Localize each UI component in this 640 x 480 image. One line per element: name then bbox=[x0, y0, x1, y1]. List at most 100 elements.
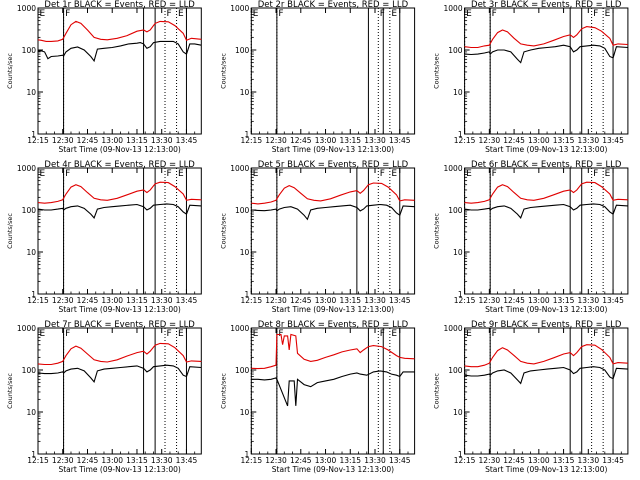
x-tick-label: 13:45 bbox=[602, 296, 624, 305]
marker-label-e: E bbox=[178, 329, 184, 339]
marker-label-e: E bbox=[178, 169, 184, 179]
x-tick-label: 13:00 bbox=[315, 296, 337, 305]
y-tick-label: 100 bbox=[22, 206, 37, 215]
x-tick-label: 13:00 bbox=[528, 296, 550, 305]
y-tick-label: 10 bbox=[453, 248, 463, 257]
y-tick-label: 10 bbox=[240, 408, 250, 417]
x-tick-label: 12:15 bbox=[27, 456, 49, 465]
series-events-line bbox=[251, 203, 415, 221]
y-tick-label: 1000 bbox=[444, 164, 463, 173]
y-tick-label: 1000 bbox=[230, 324, 249, 333]
x-tick-label: 13:30 bbox=[577, 136, 599, 145]
marker-label-f: F bbox=[593, 9, 598, 19]
panel-det-5r: Det 5r BLACK = Events, RED = LLD 1 10 100 10… bbox=[219, 160, 416, 314]
y-tick-label: 1 bbox=[458, 450, 463, 459]
x-tick-label: 13:30 bbox=[151, 136, 173, 145]
y-axis-label: Counts/sec bbox=[433, 213, 441, 249]
panel-title: Det 2r BLACK = Events, RED = LLD bbox=[258, 0, 409, 10]
x-tick-label: 13:15 bbox=[339, 296, 361, 305]
y-tick-label: 100 bbox=[448, 206, 463, 215]
x-tick-label: 12:45 bbox=[290, 296, 312, 305]
y-tick-label: 1 bbox=[245, 130, 250, 139]
x-tick-label: 12:30 bbox=[52, 296, 74, 305]
panel-title: Det 1r BLACK = Events, RED = LLD bbox=[44, 0, 195, 10]
y-tick-label: 1 bbox=[458, 290, 463, 299]
x-tick-label: 13:30 bbox=[364, 136, 386, 145]
series-lld-line bbox=[464, 344, 628, 368]
marker-label-f: F bbox=[380, 329, 385, 339]
marker-label-f: F bbox=[167, 169, 172, 179]
marker-label-f: F bbox=[492, 169, 497, 179]
x-tick-label: 12:30 bbox=[479, 136, 501, 145]
series-lld-line bbox=[464, 181, 628, 204]
x-tick-label: 13:00 bbox=[315, 456, 337, 465]
x-tick-label: 12:15 bbox=[454, 456, 476, 465]
y-tick-label: 1000 bbox=[17, 4, 36, 13]
marker-label-e: E bbox=[466, 169, 472, 179]
x-tick-label: 12:45 bbox=[77, 296, 99, 305]
marker-label-f: F bbox=[167, 9, 172, 19]
x-tick-label: 12:45 bbox=[503, 456, 525, 465]
x-tick-label: 12:45 bbox=[503, 136, 525, 145]
x-tick-label: 13:30 bbox=[151, 296, 173, 305]
series-lld-line bbox=[251, 182, 415, 205]
y-tick-label: 1 bbox=[245, 450, 250, 459]
x-tick-label: 13:30 bbox=[577, 296, 599, 305]
x-axis-label: Start Time (09-Nov-13 12:13:00) bbox=[485, 305, 607, 314]
x-tick-label: 13:00 bbox=[315, 136, 337, 145]
panel-det-8r: Det 8r BLACK = Events, RED = LLD 1 10 100 10… bbox=[219, 320, 416, 474]
y-tick-label: 100 bbox=[22, 46, 37, 55]
marker-label-e: E bbox=[178, 9, 184, 19]
panel-det-6r: Det 6r BLACK = Events, RED = LLD 1 10 100 10… bbox=[433, 160, 629, 314]
y-tick-label: 1 bbox=[31, 450, 36, 459]
y-axis-label: Counts/sec bbox=[433, 373, 441, 409]
y-tick-label: 10 bbox=[26, 408, 36, 417]
x-tick-label: 12:30 bbox=[479, 456, 501, 465]
x-tick-label: 12:30 bbox=[265, 136, 287, 145]
marker-label-f: F bbox=[492, 329, 497, 339]
marker-label-e: E bbox=[391, 169, 397, 179]
series-events-line bbox=[464, 366, 628, 385]
marker-label-f: F bbox=[278, 9, 283, 19]
panel-det-4r: Det 4r BLACK = Events, RED = LLD 1 10 100 10… bbox=[6, 160, 202, 314]
x-tick-label: 12:15 bbox=[454, 296, 476, 305]
series-lld-line bbox=[464, 26, 628, 49]
x-tick-label: 12:30 bbox=[479, 296, 501, 305]
x-tick-label: 13:45 bbox=[389, 456, 411, 465]
x-axis-label: Start Time (09-Nov-13 12:13:00) bbox=[58, 145, 180, 154]
x-tick-label: 13:45 bbox=[389, 296, 411, 305]
x-tick-label: 13:00 bbox=[528, 456, 550, 465]
y-tick-label: 1 bbox=[245, 290, 250, 299]
marker-label-e: E bbox=[391, 329, 397, 339]
marker-label-e: E bbox=[466, 329, 472, 339]
y-tick-label: 100 bbox=[235, 366, 250, 375]
marker-label-f: F bbox=[380, 169, 385, 179]
panel-title: Det 4r BLACK = Events, RED = LLD bbox=[44, 160, 195, 170]
marker-label-f: F bbox=[65, 329, 70, 339]
marker-label-e: E bbox=[466, 9, 472, 19]
y-tick-label: 100 bbox=[235, 206, 250, 215]
x-tick-label: 13:15 bbox=[339, 136, 361, 145]
y-tick-label: 10 bbox=[240, 88, 250, 97]
series-lld-line bbox=[37, 342, 202, 366]
y-tick-label: 10 bbox=[26, 248, 36, 257]
x-tick-label: 12:45 bbox=[77, 456, 99, 465]
y-tick-label: 1000 bbox=[230, 164, 249, 173]
x-axis-label: Start Time (09-Nov-13 12:13:00) bbox=[485, 465, 607, 474]
series-events-line bbox=[37, 203, 202, 219]
marker-label-f: F bbox=[593, 329, 598, 339]
y-tick-label: 100 bbox=[448, 46, 463, 55]
y-axis-label: Counts/sec bbox=[219, 213, 227, 249]
x-tick-label: 12:30 bbox=[265, 456, 287, 465]
x-tick-label: 12:30 bbox=[52, 456, 74, 465]
y-axis-label: Counts/sec bbox=[6, 373, 14, 409]
y-tick-label: 1 bbox=[31, 290, 36, 299]
marker-label-e: E bbox=[605, 169, 611, 179]
x-tick-label: 12:15 bbox=[240, 136, 262, 145]
marker-label-e: E bbox=[253, 9, 259, 19]
x-axis-label: Start Time (09-Nov-13 12:13:00) bbox=[58, 305, 180, 314]
panel-title: Det 7r BLACK = Events, RED = LLD bbox=[44, 320, 195, 330]
x-tick-label: 12:15 bbox=[240, 296, 262, 305]
marker-label-e: E bbox=[391, 9, 397, 19]
